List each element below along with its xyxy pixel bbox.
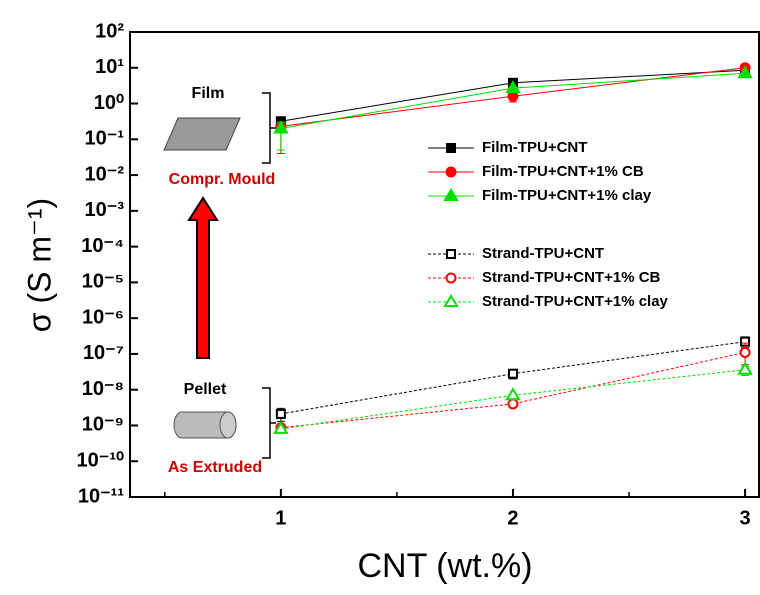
y-tick-label: 10⁻² [85,163,125,185]
marker [273,420,289,434]
y-tick-label: 10⁻¹ [85,128,125,150]
x-tick-label: 3 [740,507,751,529]
marker [273,120,289,134]
pellet-end [219,411,237,439]
y-tick-label: 10² [95,20,124,42]
marker [737,361,753,375]
series-line [280,369,746,430]
marker [505,80,521,94]
x-tick-label: 2 [507,507,518,529]
annotation: Compr. Mould [169,171,276,188]
legend-marker [445,166,457,178]
annotation: As Extruded [168,459,262,476]
legend-label: Film-TPU+CNT+1% clay [482,187,652,204]
legend-marker [443,188,459,201]
y-axis-label: σ (S m⁻¹) [21,198,57,332]
x-axis-label: CNT (wt.%) [357,547,532,585]
y-tick-label: 10¹ [95,56,124,78]
series-line [280,351,746,429]
legend-marker [446,249,456,259]
y-tick-label: 10⁻⁹ [82,414,124,436]
legend-marker [446,143,456,153]
legend-label: Film-TPU+CNT+1% CB [482,163,644,180]
film-bracket [262,92,276,164]
legend-label: Film-TPU+CNT [482,139,587,156]
legend-marker [445,272,457,284]
x-tick-label: 1 [275,507,286,529]
plot-frame [129,31,760,498]
y-tick-label: 10⁻⁷ [83,342,124,364]
y-tick-label: 10⁻⁶ [82,306,124,328]
annotation: Film [192,85,225,102]
y-tick-label: 10⁻⁸ [82,378,124,400]
y-tick-label: 10⁻¹¹ [78,485,124,507]
marker [505,387,521,401]
y-tick-label: 10⁻¹⁰ [77,450,124,472]
marker [507,368,518,379]
y-tick-label: 10⁻³ [85,199,125,221]
marker [275,408,286,419]
annotation: Pellet [184,381,227,398]
y-tick-label: 10⁻⁴ [81,235,124,257]
legend-label: Strand-TPU+CNT [482,245,604,262]
marker [739,346,751,358]
marker [507,398,519,410]
pellet-bracket [262,387,276,459]
legend-label: Strand-TPU+CNT+1% clay [482,293,669,310]
y-tick-label: 10⁰ [94,92,124,114]
legend-marker [443,294,459,307]
legend-label: Strand-TPU+CNT+1% CB [482,269,661,286]
process-arrow [187,196,219,359]
marker [737,65,753,79]
y-tick-label: 10⁻⁵ [82,271,124,293]
film-icon [163,117,241,151]
